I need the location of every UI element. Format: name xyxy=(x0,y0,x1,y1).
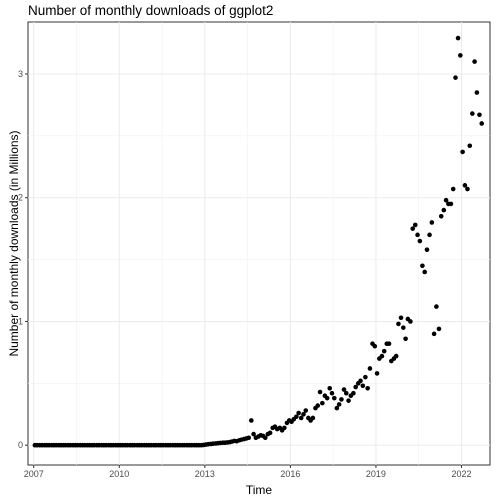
data-point xyxy=(393,353,399,359)
x-tick-label: 2013 xyxy=(195,469,215,479)
data-point xyxy=(353,384,358,390)
data-point xyxy=(301,411,306,417)
data-point xyxy=(396,321,401,327)
data-point xyxy=(374,371,380,376)
data-point xyxy=(346,398,351,403)
data-point xyxy=(427,232,432,238)
data-point xyxy=(327,385,333,391)
data-point xyxy=(424,247,430,252)
data-point xyxy=(251,431,256,437)
data-point xyxy=(381,348,387,354)
data-point xyxy=(450,186,456,192)
data-point xyxy=(282,425,287,431)
data-point xyxy=(477,112,482,118)
data-point xyxy=(408,319,413,324)
data-point xyxy=(336,402,342,407)
data-point xyxy=(343,390,349,396)
data-point xyxy=(298,415,304,421)
y-tick-label: 3 xyxy=(18,69,23,79)
data-point xyxy=(317,389,323,395)
data-point xyxy=(429,220,435,225)
data-point xyxy=(379,353,385,359)
y-tick-label: 2 xyxy=(18,193,23,203)
data-point xyxy=(460,149,465,155)
x-axis: 2007 2010 2013 2016 2019 2022 xyxy=(24,465,471,479)
data-point xyxy=(262,435,268,441)
data-point xyxy=(441,207,447,213)
data-point xyxy=(367,366,373,371)
data-point xyxy=(410,226,416,231)
data-point xyxy=(324,395,330,401)
data-point xyxy=(363,374,368,380)
major-gridlines xyxy=(28,22,490,465)
data-point xyxy=(415,232,420,238)
y-tick-label: 1 xyxy=(18,316,23,326)
data-point xyxy=(431,331,437,337)
data-point xyxy=(434,304,439,309)
data-point xyxy=(448,201,454,207)
data-point xyxy=(401,325,406,330)
x-axis-title: Time xyxy=(246,483,273,497)
data-point xyxy=(296,410,301,416)
data-point xyxy=(455,35,461,41)
data-points xyxy=(32,35,485,448)
data-point xyxy=(420,263,425,269)
data-point xyxy=(365,385,370,391)
data-point xyxy=(351,390,356,396)
data-point xyxy=(438,213,444,219)
y-axis-title: Number of monthly downloads (in Millions… xyxy=(7,130,21,356)
data-point xyxy=(412,222,418,228)
data-point xyxy=(329,390,335,396)
data-point xyxy=(372,343,378,349)
data-point xyxy=(472,59,477,64)
x-tick-label: 2019 xyxy=(366,469,386,479)
data-point xyxy=(294,414,299,420)
data-point xyxy=(422,269,427,275)
data-point xyxy=(320,400,325,406)
data-point xyxy=(479,121,485,126)
data-point xyxy=(249,418,254,423)
data-point xyxy=(398,315,404,321)
data-point xyxy=(303,408,309,413)
data-point xyxy=(360,383,366,389)
plot-panel xyxy=(27,21,491,466)
x-tick-label: 2007 xyxy=(24,469,44,479)
data-point xyxy=(462,183,468,188)
data-point xyxy=(465,186,470,192)
data-point xyxy=(417,238,423,244)
x-tick-label: 2022 xyxy=(451,469,471,479)
data-point xyxy=(467,143,473,149)
data-point xyxy=(334,405,340,411)
data-point xyxy=(310,415,316,421)
y-axis: 0 1 2 3 xyxy=(18,69,28,450)
data-point xyxy=(341,387,347,392)
data-point xyxy=(358,378,363,384)
minor-gridlines xyxy=(28,22,490,465)
data-point xyxy=(458,53,463,58)
data-point xyxy=(453,75,458,80)
data-point xyxy=(443,197,449,203)
data-point xyxy=(436,326,442,332)
data-point xyxy=(339,397,344,402)
data-point xyxy=(267,430,273,436)
data-point xyxy=(403,336,408,342)
x-tick-label: 2010 xyxy=(109,469,129,479)
data-point xyxy=(331,395,337,401)
y-tick-label: 0 xyxy=(18,440,23,450)
x-tick-label: 2016 xyxy=(280,469,300,479)
data-point xyxy=(246,435,252,441)
data-point xyxy=(315,403,321,408)
data-point xyxy=(474,90,480,95)
chart-title: Number of monthly downloads of ggplot2 xyxy=(28,3,274,18)
data-point xyxy=(386,341,392,347)
data-point xyxy=(470,111,475,116)
